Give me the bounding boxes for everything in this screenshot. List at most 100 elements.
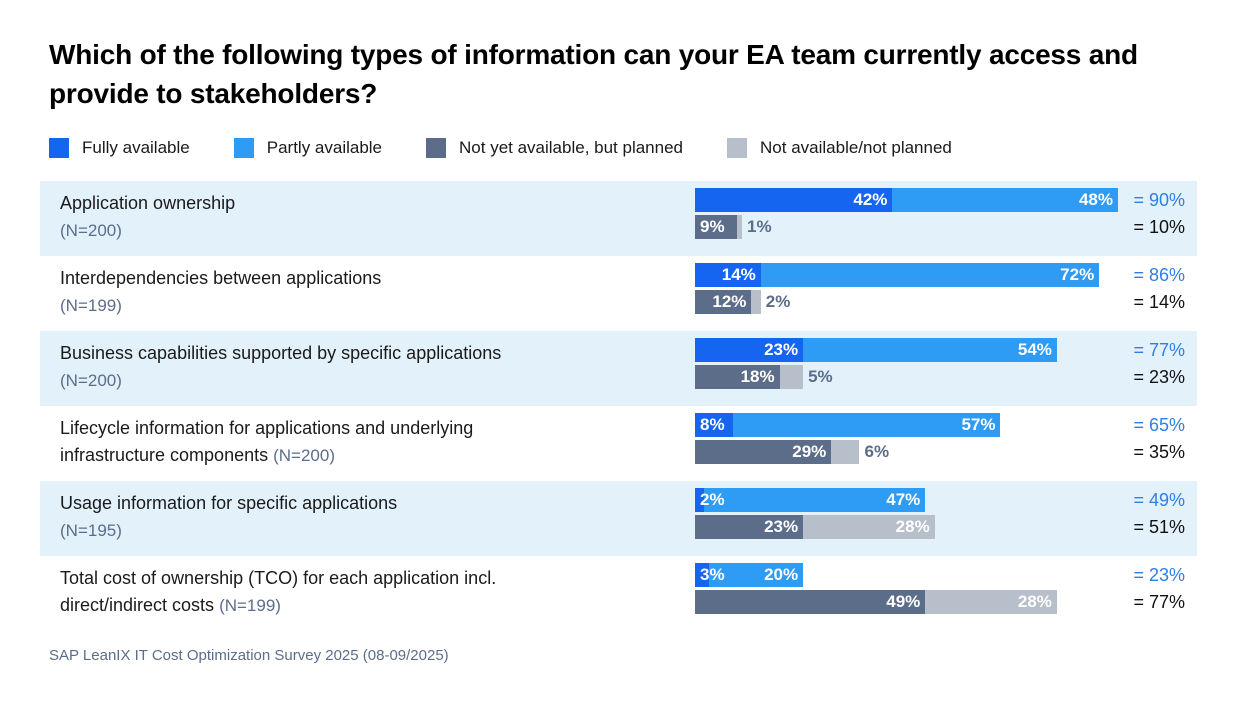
total-available: = 86% bbox=[1133, 265, 1185, 286]
row-bars: 14% 72% 12% 2% bbox=[695, 263, 1125, 331]
bar-segment-partly-available: 20% bbox=[709, 563, 804, 588]
legend-label: Not yet available, but planned bbox=[459, 138, 684, 158]
bar-value-label: 54% bbox=[1017, 340, 1052, 360]
row-n-label: (N=200) bbox=[273, 446, 335, 466]
row-label-line1: Business capabilities supported by speci… bbox=[60, 343, 502, 364]
legend-item-partly-available: Partly available bbox=[233, 138, 383, 159]
availability-bar: 8% 57% bbox=[695, 413, 1125, 438]
row-n-label: (N=199) bbox=[219, 596, 281, 616]
unavailability-bar: 49% 28% bbox=[695, 590, 1125, 615]
legend-label: Fully available bbox=[82, 138, 190, 158]
bar-segment-not-planned bbox=[751, 290, 761, 315]
total-available: = 65% bbox=[1133, 415, 1185, 436]
bar-value-label: 12% bbox=[712, 292, 747, 312]
row-bars: 8% 57% 29% 6% bbox=[695, 413, 1125, 481]
row-label: Total cost of ownership (TCO) for each a… bbox=[40, 563, 695, 631]
bar-segment-fully-available: 8% bbox=[695, 413, 733, 438]
row-n-label: (N=200) bbox=[60, 221, 122, 241]
bar-segment-planned: 12% bbox=[695, 290, 752, 315]
chart-row: Business capabilities supported by speci… bbox=[40, 331, 1197, 407]
total-unavailable: = 77% bbox=[1133, 592, 1185, 613]
bar-value-label: 20% bbox=[764, 565, 799, 585]
row-label-line2: direct/indirect costs (N=199) bbox=[60, 595, 281, 616]
row-label-line2: (N=200) bbox=[60, 367, 695, 394]
row-label-line2: infrastructure components (N=200) bbox=[60, 445, 335, 466]
total-unavailable: = 14% bbox=[1133, 292, 1185, 313]
bar-segment-partly-available: 54% bbox=[803, 338, 1057, 363]
bar-value-label: 29% bbox=[792, 442, 827, 462]
row-label-line1: Interdependencies between applications bbox=[60, 268, 382, 289]
bar-segment-planned: 9% bbox=[695, 215, 738, 240]
bar-value-label: 23% bbox=[764, 340, 799, 360]
availability-bar: 42% 48% bbox=[695, 188, 1125, 213]
bar-value-label: 23% bbox=[764, 517, 799, 537]
row-totals: = 49% = 51% bbox=[1125, 488, 1197, 556]
row-label-line2: (N=195) bbox=[60, 517, 695, 544]
bar-segment-planned: 49% bbox=[695, 590, 926, 615]
bar-value-label: 9% bbox=[700, 217, 725, 237]
bar-segment-planned: 29% bbox=[695, 440, 832, 465]
total-unavailable: = 51% bbox=[1133, 517, 1185, 538]
chart-rows: Application ownership (N=200) 42% 48% 9% 1% = … bbox=[40, 181, 1197, 631]
availability-bar: 3% 20% bbox=[695, 563, 1125, 588]
bar-segment-partly-available: 57% bbox=[732, 413, 1001, 438]
row-label-line1: Total cost of ownership (TCO) for each a… bbox=[60, 568, 497, 589]
availability-bar: 14% 72% bbox=[695, 263, 1125, 288]
legend-swatch-not-planned bbox=[727, 138, 748, 159]
legend-swatch-partly-available bbox=[233, 138, 254, 159]
chart-row: Usage information for specific applicati… bbox=[40, 481, 1197, 557]
bar-segment-not-planned bbox=[737, 215, 742, 240]
row-label: Business capabilities supported by speci… bbox=[40, 338, 695, 406]
bar-value-label: 28% bbox=[895, 517, 930, 537]
bar-value-label-outside: 5% bbox=[808, 367, 833, 387]
bar-value-label: 14% bbox=[721, 265, 756, 285]
row-label: Usage information for specific applicati… bbox=[40, 488, 695, 556]
bar-segment-planned: 23% bbox=[695, 515, 804, 540]
bar-value-label: 47% bbox=[886, 490, 921, 510]
bar-segment-fully-available: 3% bbox=[695, 563, 725, 588]
row-label: Application ownership (N=200) bbox=[40, 188, 695, 256]
bar-value-label: 3% bbox=[700, 565, 725, 585]
legend-item-fully-available: Fully available bbox=[49, 138, 190, 159]
bar-value-label: 48% bbox=[1078, 190, 1113, 210]
row-label-line1: Lifecycle information for applications a… bbox=[60, 418, 474, 439]
row-label: Lifecycle information for applications a… bbox=[40, 413, 695, 481]
unavailability-bar: 9% 1% bbox=[695, 215, 1125, 240]
chart-title: Which of the following types of informat… bbox=[49, 39, 1138, 109]
bar-value-label: 42% bbox=[853, 190, 888, 210]
bar-segment-fully-available: 23% bbox=[695, 338, 804, 363]
row-bars: 42% 48% 9% 1% bbox=[695, 188, 1125, 256]
row-label-line1: Usage information for specific applicati… bbox=[60, 493, 398, 514]
unavailability-bar: 29% 6% bbox=[695, 440, 1125, 465]
bar-value-label: 18% bbox=[740, 367, 775, 387]
bar-value-label: 2% bbox=[700, 490, 725, 510]
bar-segment-fully-available: 2% bbox=[695, 488, 725, 513]
bar-segment-planned: 18% bbox=[695, 365, 780, 390]
bar-segment-partly-available: 48% bbox=[892, 188, 1118, 213]
unavailability-bar: 12% 2% bbox=[695, 290, 1125, 315]
legend-item-not-planned: Not available/not planned bbox=[727, 138, 952, 159]
row-n-label: (N=200) bbox=[60, 371, 122, 391]
row-n-label: (N=195) bbox=[60, 521, 122, 541]
bar-value-label: 8% bbox=[700, 415, 725, 435]
bar-value-label: 28% bbox=[1017, 592, 1052, 612]
total-unavailable: = 35% bbox=[1133, 442, 1185, 463]
bar-segment-not-planned: 28% bbox=[925, 590, 1057, 615]
row-bars: 2% 47% 23% 28% bbox=[695, 488, 1125, 556]
bar-value-label-outside: 2% bbox=[765, 292, 791, 312]
availability-bar: 23% 54% bbox=[695, 338, 1125, 363]
legend: Fully available Partly available Not yet a… bbox=[49, 138, 1197, 159]
legend-label: Partly available bbox=[266, 138, 383, 158]
legend-item-planned: Not yet available, but planned bbox=[426, 138, 684, 159]
row-label-line2: (N=200) bbox=[60, 217, 695, 244]
total-unavailable: = 10% bbox=[1133, 217, 1185, 238]
total-available: = 77% bbox=[1133, 340, 1185, 361]
total-available: = 49% bbox=[1133, 490, 1185, 511]
total-unavailable: = 23% bbox=[1133, 367, 1185, 388]
row-bars: 3% 20% 49% 28% bbox=[695, 563, 1125, 631]
bar-value-label: 49% bbox=[886, 592, 921, 612]
bar-value-label: 72% bbox=[1060, 265, 1095, 285]
row-n-label: (N=199) bbox=[60, 296, 122, 316]
unavailability-bar: 23% 28% bbox=[695, 515, 1125, 540]
